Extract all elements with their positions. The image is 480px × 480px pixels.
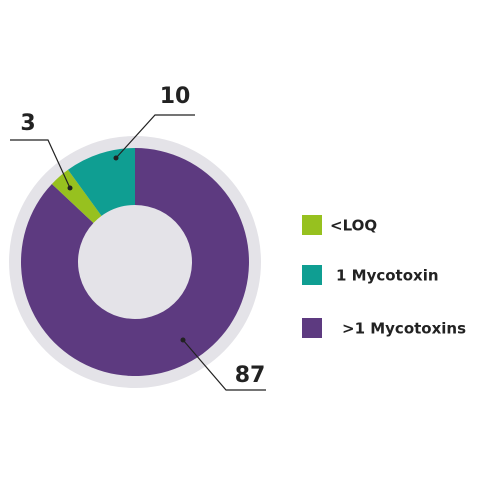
legend-label: >1 Mycotoxins — [342, 320, 466, 338]
legend-label: <LOQ — [330, 217, 377, 235]
value-label: 3 — [20, 111, 35, 136]
legend-label: 1 Mycotoxin — [336, 267, 439, 285]
leader-line — [115, 114, 195, 159]
legend-swatch — [302, 318, 322, 338]
leader-dot — [67, 185, 73, 191]
donut-segment — [51, 169, 102, 223]
leader-line — [182, 339, 266, 391]
leader-line — [10, 139, 71, 189]
value-label: 10 — [160, 84, 191, 109]
legend-swatch — [302, 265, 322, 285]
leader-dot — [180, 337, 186, 343]
donut-segment — [20, 148, 249, 376]
donut-segment — [67, 148, 135, 216]
legend-swatch — [302, 215, 322, 235]
value-label: 87 — [235, 363, 266, 388]
leader-dot — [113, 155, 119, 161]
